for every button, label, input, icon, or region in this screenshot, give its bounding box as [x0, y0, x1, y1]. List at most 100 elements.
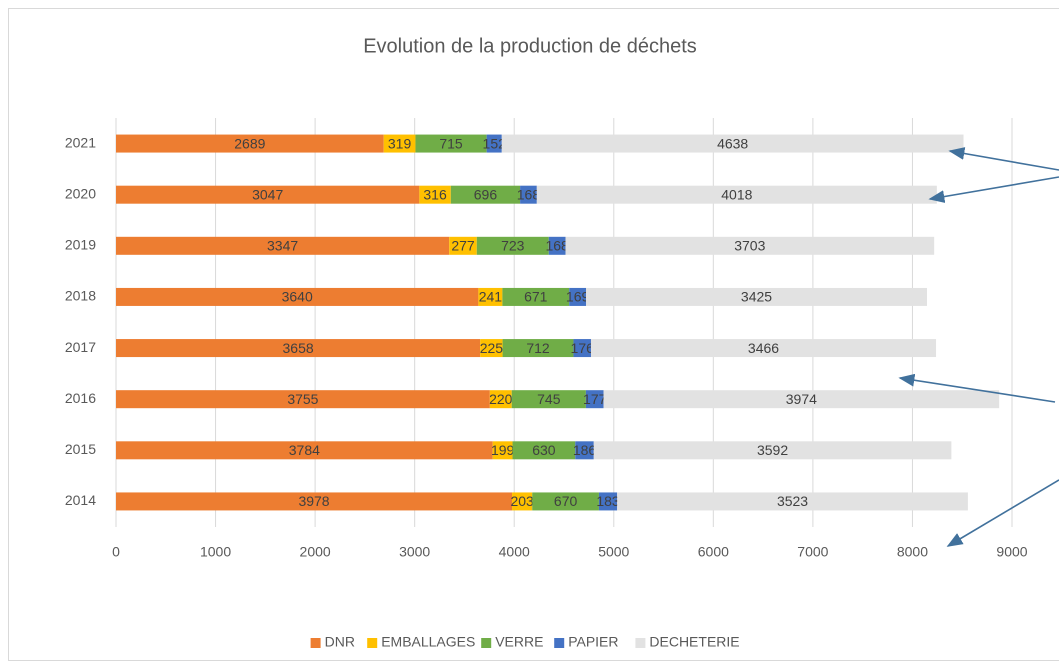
legend-swatch: [554, 638, 565, 648]
data-label: 220: [489, 391, 513, 407]
bar-segment: [575, 441, 594, 460]
legend-label: EMBALLAGES: [381, 634, 475, 650]
bar-segment: [476, 236, 549, 255]
bar-segment: [598, 492, 618, 511]
data-label: 152: [483, 135, 507, 151]
bar-segment: [512, 492, 533, 511]
x-tick-label: 0: [112, 544, 120, 560]
legend-swatch: [367, 638, 378, 648]
bar-segment: [415, 134, 487, 153]
data-label: 630: [532, 442, 556, 458]
data-label: 225: [480, 340, 504, 356]
x-tick-label: 7000: [797, 544, 828, 560]
plot-area: 0 1000 2000 3000 4000 5000 6000 7000 8000 9000 202…: [65, 118, 1028, 560]
x-tick-label: 4000: [499, 544, 530, 560]
y-tick-label: 2014: [65, 492, 96, 508]
bar-segment: [586, 287, 927, 306]
bar-segment: [603, 390, 1000, 409]
data-label: 319: [388, 135, 412, 151]
legend-swatch: [635, 638, 646, 648]
bar-segment: [502, 339, 574, 358]
data-label: 186: [573, 442, 597, 458]
legend-label: PAPIER: [568, 634, 618, 650]
arrow: [898, 373, 1056, 403]
data-label: 168: [517, 186, 541, 202]
data-label: 670: [554, 493, 578, 509]
data-label: 3425: [741, 289, 772, 305]
data-label: 169: [566, 289, 590, 305]
bar-segment: [116, 390, 490, 409]
data-label: 723: [501, 238, 525, 254]
x-tick-label: 6000: [698, 544, 729, 560]
bar-segment: [489, 390, 512, 409]
arrow: [928, 176, 1059, 203]
data-label: 3640: [282, 289, 313, 305]
y-tick-label: 2015: [65, 441, 96, 457]
y-tick-label: 2018: [65, 288, 96, 304]
data-label: 203: [510, 493, 534, 509]
data-label: 241: [479, 289, 503, 305]
y-tick-label: 2017: [65, 339, 96, 355]
data-label: 3523: [777, 493, 808, 509]
x-tick-label: 8000: [897, 544, 928, 560]
y-tick-label: 2020: [65, 185, 96, 201]
data-label: 3978: [298, 493, 329, 509]
legend-label: DECHETERIE: [649, 634, 739, 650]
x-tick-label: 9000: [996, 544, 1027, 560]
legend-label: DNR: [325, 634, 355, 650]
data-label: 277: [451, 238, 475, 254]
bar-segment: [116, 287, 479, 306]
bar-segment: [501, 134, 964, 153]
y-tick-label: 2016: [65, 390, 96, 406]
data-label: 3784: [289, 442, 320, 458]
y-tick-label: 2021: [65, 134, 96, 150]
bar-segment: [569, 287, 587, 306]
bar-segment: [383, 134, 416, 153]
legend: DNR EMBALLAGES VERRE PAPIER DECHETERIE: [310, 634, 740, 650]
bar-segment: [617, 492, 968, 511]
data-label: 712: [526, 340, 550, 356]
legend-label: VERRE: [495, 634, 543, 650]
bar-segment: [511, 390, 586, 409]
bar-segment: [532, 492, 599, 511]
data-label: 715: [439, 135, 463, 151]
data-label: 745: [537, 391, 561, 407]
bar-segment: [512, 441, 576, 460]
bar-segment: [548, 236, 566, 255]
data-label: 4018: [721, 186, 752, 202]
bar-segment: [520, 185, 537, 204]
bar-segment: [116, 339, 481, 358]
chart-border: [8, 8, 1059, 661]
bar-segment: [590, 339, 937, 358]
data-label: 671: [524, 289, 548, 305]
data-label: 176: [571, 340, 595, 356]
bar-segment: [116, 492, 513, 511]
bar-segment: [502, 287, 570, 306]
data-label: 696: [474, 186, 498, 202]
data-label: 4638: [717, 135, 748, 151]
data-label: 3347: [267, 238, 298, 254]
data-label: 3466: [748, 340, 779, 356]
data-label: 316: [423, 186, 447, 202]
data-label: 3658: [283, 340, 314, 356]
data-label: 3047: [252, 186, 283, 202]
chart-title: Evolution de la production de déchets: [363, 35, 697, 57]
legend-swatch: [481, 638, 492, 648]
bar-segment: [116, 185, 420, 204]
bar-segment: [450, 185, 521, 204]
legend-swatch: [310, 638, 321, 648]
bar-segment: [116, 134, 384, 153]
data-label: 3592: [757, 442, 788, 458]
data-label: 168: [545, 238, 569, 254]
bar-segment: [585, 390, 604, 409]
bar-segment: [486, 134, 502, 153]
bar-segment: [419, 185, 451, 204]
data-label: 177: [583, 391, 607, 407]
bar-segment: [116, 236, 450, 255]
bar-segment: [573, 339, 591, 358]
data-label: 3974: [786, 391, 817, 407]
data-label: 3703: [734, 238, 765, 254]
x-tick-label: 5000: [598, 544, 629, 560]
bar-segment: [593, 441, 952, 460]
